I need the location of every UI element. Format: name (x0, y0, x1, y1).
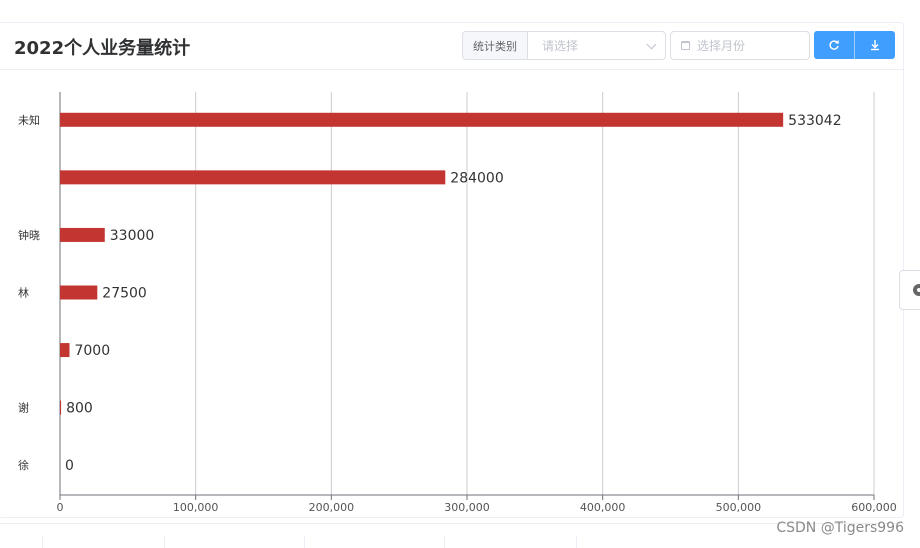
category-select[interactable]: 请选择 (528, 32, 665, 59)
bar (60, 170, 446, 185)
bar (60, 285, 98, 300)
month-picker[interactable]: 选择月份 (670, 31, 810, 60)
action-buttons (814, 31, 895, 59)
value-label: 284000 (450, 170, 503, 186)
chart-grid (59, 92, 875, 500)
footer-divider (164, 536, 165, 548)
refresh-button[interactable] (814, 31, 855, 59)
category-label: 未知 (18, 113, 40, 127)
x-tick-label: 100,000 (173, 501, 219, 514)
x-tick-label: 200,000 (309, 501, 355, 514)
footer-divider (576, 536, 577, 548)
stats-card: 2022个人业务量统计 统计类别 请选择 选择月份 (0, 22, 904, 518)
card-header: 2022个人业务量统计 统计类别 请选择 选择月份 (0, 23, 903, 70)
chart-bars (60, 112, 784, 415)
category-label: 钟晓 (18, 228, 40, 242)
bar (60, 400, 62, 415)
chart-labels: 0 100,000 200,000 300,000 400,000 500,000 600,… (18, 113, 897, 514)
bar-chart: 0 100,000 200,000 300,000 400,000 500,000 600,… (18, 92, 897, 514)
calendar-icon (681, 41, 690, 50)
bar (60, 227, 105, 242)
download-icon (871, 40, 879, 51)
category-label: 徐 (18, 458, 29, 472)
x-tick-label: 400,000 (580, 501, 626, 514)
footer-divider (444, 536, 445, 548)
page-title: 2022个人业务量统计 (14, 38, 191, 59)
category-label: 林 (18, 286, 29, 300)
value-label: 533042 (788, 113, 841, 129)
category-filter-label: 统计类别 (463, 32, 528, 59)
bar (60, 343, 70, 358)
x-tick-label: 500,000 (716, 501, 762, 514)
category-select-placeholder: 请选择 (542, 39, 579, 53)
x-tick-label: 600,000 (851, 501, 897, 514)
value-label: 7000 (74, 343, 110, 359)
value-label: 27500 (102, 286, 147, 302)
footer-divider (304, 536, 305, 548)
value-label: 33000 (110, 228, 155, 244)
refresh-icon (829, 40, 839, 50)
gear-icon (913, 284, 920, 296)
watermark: CSDN @Tigers996 (776, 520, 904, 536)
download-button[interactable] (855, 31, 895, 59)
footer-divider (42, 536, 43, 548)
x-tick-label: 0 (57, 501, 64, 514)
settings-handle[interactable] (899, 270, 920, 310)
value-label: 0 (65, 458, 74, 474)
category-filter: 统计类别 请选择 (462, 31, 666, 60)
bar (60, 112, 784, 127)
month-picker-placeholder: 选择月份 (697, 39, 746, 53)
x-tick-label: 300,000 (444, 501, 490, 514)
footer-strip (0, 523, 904, 548)
value-label: 800 (66, 401, 93, 417)
category-label: 谢 (18, 401, 29, 415)
